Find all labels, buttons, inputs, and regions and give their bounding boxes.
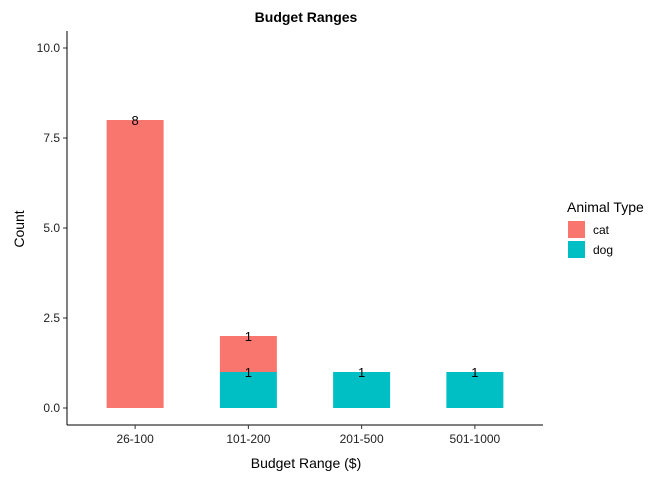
x-tick-label: 201-500 — [340, 432, 384, 446]
bar-cat — [219, 336, 277, 372]
x-tick-label: 26-100 — [116, 432, 154, 446]
legend-title: Animal Type — [567, 199, 644, 215]
legend-swatch-dog — [568, 241, 585, 258]
y-tick-label: 2.5 — [43, 311, 60, 325]
chart-title: Budget Ranges — [255, 9, 358, 25]
y-tick-label: 10.0 — [37, 41, 61, 55]
bar-dog — [219, 372, 277, 408]
data-label: 1 — [471, 365, 478, 380]
y-axis-title: Count — [11, 210, 27, 247]
bars-group — [106, 120, 504, 408]
data-label: 1 — [245, 365, 252, 380]
y-tick-label: 0.0 — [43, 401, 60, 415]
legend-swatch-cat — [568, 221, 585, 238]
data-label: 1 — [245, 329, 252, 344]
bar-dog — [446, 372, 504, 408]
data-labels-group: 8 1 1 1 1 — [132, 113, 479, 380]
legend-label-dog: dog — [593, 243, 613, 257]
y-tick-label: 5.0 — [43, 221, 60, 235]
x-tick-label: 501-1000 — [450, 432, 501, 446]
data-label: 1 — [358, 365, 365, 380]
y-tick-label: 7.5 — [43, 131, 60, 145]
x-axis-ticks: 26-100 101-200 201-500 501-1000 — [116, 425, 501, 446]
bar-cat — [106, 120, 164, 408]
legend: Animal Type cat dog — [567, 199, 644, 258]
y-axis-ticks: 0.0 2.5 5.0 7.5 10.0 — [37, 41, 67, 415]
x-tick-label: 101-200 — [226, 432, 270, 446]
data-label: 8 — [132, 113, 139, 128]
bar-dog — [333, 372, 391, 408]
x-axis-title: Budget Range ($) — [251, 455, 362, 471]
legend-label-cat: cat — [593, 223, 610, 237]
